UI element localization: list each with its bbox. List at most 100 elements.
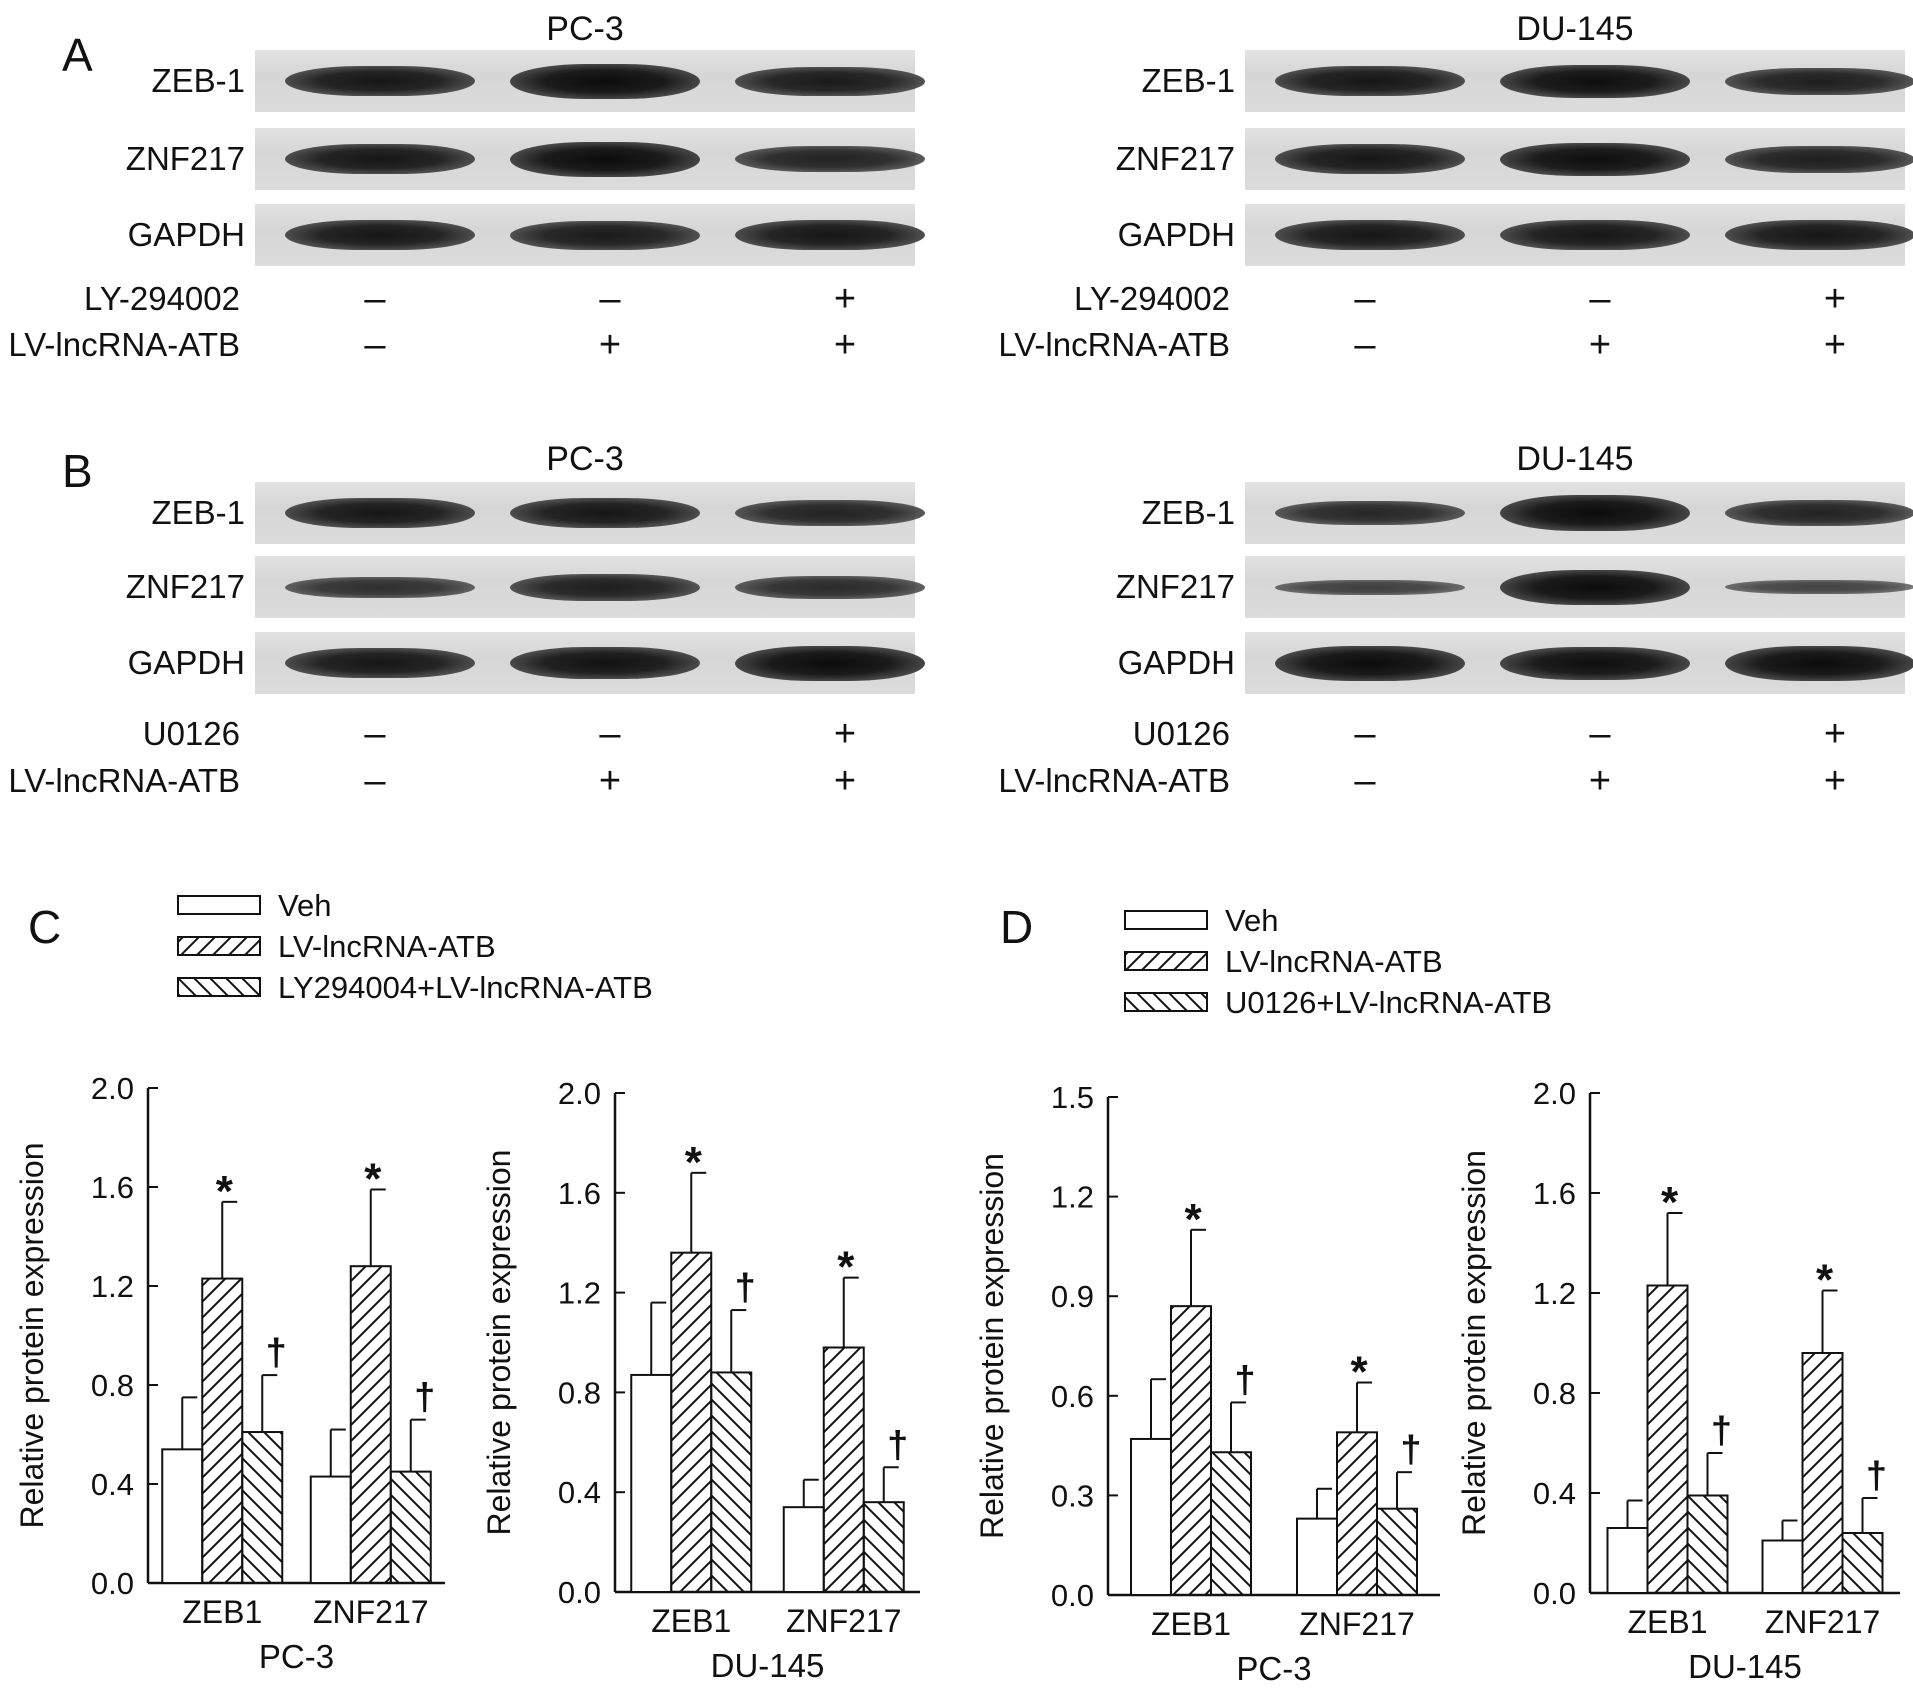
blot-row-label: ZEB-1 xyxy=(151,494,245,531)
legend-swatch xyxy=(177,936,261,956)
x-axis-label: DU-145 xyxy=(1688,1648,1802,1685)
legend-label: Veh xyxy=(1225,903,1278,938)
bar xyxy=(710,1371,753,1593)
panel-letter-b: B xyxy=(62,445,93,497)
blot-row-label: GAPDH xyxy=(1117,644,1235,681)
bar xyxy=(201,1277,244,1584)
treatment-sign: + xyxy=(833,324,857,366)
blot-title: PC-3 xyxy=(546,440,624,478)
blot-band xyxy=(285,144,475,174)
bar xyxy=(1841,1532,1884,1594)
blot-band xyxy=(1725,645,1913,681)
treatment-sign: – xyxy=(364,713,386,755)
x-axis-label: DU-145 xyxy=(711,1647,825,1684)
bar xyxy=(1801,1352,1844,1594)
blot-band xyxy=(1725,580,1913,594)
treatment-sign: – xyxy=(599,278,621,320)
bar xyxy=(1210,1451,1252,1596)
x-axis-label: PC-3 xyxy=(259,1638,334,1675)
blot-band xyxy=(1500,569,1690,605)
blot-band xyxy=(510,647,700,679)
y-tick-label: 0.0 xyxy=(91,1566,134,1601)
blot-row-label: ZNF217 xyxy=(125,140,245,177)
blot-band xyxy=(1725,67,1913,95)
blot-band xyxy=(1275,66,1465,96)
significance-dagger: † xyxy=(735,1267,756,1309)
legend-label: LV-lncRNA-ATB xyxy=(278,929,496,964)
treatment-sign: – xyxy=(1354,324,1376,366)
blot-band xyxy=(735,220,925,250)
blot-band xyxy=(285,66,475,96)
blot-row-label: ZNF217 xyxy=(1115,140,1235,177)
legend-swatch xyxy=(1124,951,1208,971)
blot-band xyxy=(1275,220,1465,250)
blot-row-label: GAPDH xyxy=(127,216,245,253)
blot-row-label: ZEB-1 xyxy=(1141,494,1235,531)
blot-strip xyxy=(1245,482,1913,544)
x-category-label: ZEB1 xyxy=(182,1594,262,1630)
y-tick-label: 1.2 xyxy=(1533,1276,1576,1311)
blot-band xyxy=(1500,64,1690,98)
y-tick-label: 0.4 xyxy=(558,1475,601,1510)
blot-band xyxy=(1725,220,1913,250)
blot-band xyxy=(285,648,475,678)
significance-star: * xyxy=(216,1167,234,1216)
bar xyxy=(349,1265,392,1584)
significance-star: * xyxy=(1350,1348,1368,1397)
blot-row-label: GAPDH xyxy=(1117,216,1235,253)
y-tick-label: 2.0 xyxy=(1533,1076,1576,1111)
y-tick-label: 0.8 xyxy=(1533,1376,1576,1411)
y-axis-label: Relative protein expression xyxy=(481,1150,517,1536)
x-category-label: ZEB1 xyxy=(1151,1606,1231,1642)
blot-title: DU-145 xyxy=(1516,440,1634,478)
panel-letter-c: C xyxy=(28,901,62,953)
significance-dagger: † xyxy=(1234,1359,1255,1401)
blot-band xyxy=(285,220,475,250)
blot-band xyxy=(510,63,700,99)
blot-band xyxy=(1500,142,1690,176)
bar xyxy=(389,1470,432,1584)
y-tick-label: 1.6 xyxy=(91,1170,134,1205)
treatment-label-lentivirus: LV-lncRNA-ATB xyxy=(8,326,240,363)
bar xyxy=(1646,1284,1689,1594)
bar xyxy=(1296,1517,1338,1597)
x-category-label: ZNF217 xyxy=(1299,1606,1415,1642)
treatment-label-lentivirus: LV-lncRNA-ATB xyxy=(998,762,1230,799)
legend-label: Veh xyxy=(278,888,331,923)
legend-swatch xyxy=(1124,992,1208,1012)
y-axis-label: Relative protein expression xyxy=(1456,1150,1492,1536)
blot-strip xyxy=(1245,556,1913,618)
y-axis-label: Relative protein expression xyxy=(974,1153,1010,1539)
y-tick-label: 0.0 xyxy=(1051,1578,1094,1613)
blot-title: PC-3 xyxy=(546,10,624,48)
blot-band xyxy=(285,576,475,598)
significance-dagger: † xyxy=(1866,1455,1887,1497)
significance-dagger: † xyxy=(414,1377,435,1419)
blot-row-label: GAPDH xyxy=(127,644,245,681)
blot-strip xyxy=(1245,204,1913,266)
legend-label: LY294004+LV-lncRNA-ATB xyxy=(278,970,653,1005)
x-category-label: ZEB1 xyxy=(1627,1604,1707,1640)
blot-row-label: ZNF217 xyxy=(1115,568,1235,605)
blot-band xyxy=(510,498,700,528)
blot-band xyxy=(1500,646,1690,680)
treatment-sign: + xyxy=(1823,324,1847,366)
blot-band xyxy=(510,141,700,177)
bar xyxy=(630,1373,673,1594)
blot-strip xyxy=(255,204,925,266)
significance-dagger: † xyxy=(266,1332,287,1374)
y-tick-label: 0.4 xyxy=(1533,1476,1576,1511)
y-tick-label: 0.4 xyxy=(91,1467,134,1502)
blot-strip xyxy=(255,482,925,544)
blot-band xyxy=(735,66,925,96)
blot-band xyxy=(735,500,925,526)
blot-strip xyxy=(255,632,925,694)
treatment-sign: – xyxy=(364,760,386,802)
x-category-label: ZNF217 xyxy=(1765,1604,1881,1640)
y-tick-label: 0.8 xyxy=(558,1375,601,1410)
treatment-sign: + xyxy=(1823,760,1847,802)
panel-letter-d: D xyxy=(1000,901,1034,953)
blot-band xyxy=(285,498,475,528)
blot-band xyxy=(735,645,925,681)
